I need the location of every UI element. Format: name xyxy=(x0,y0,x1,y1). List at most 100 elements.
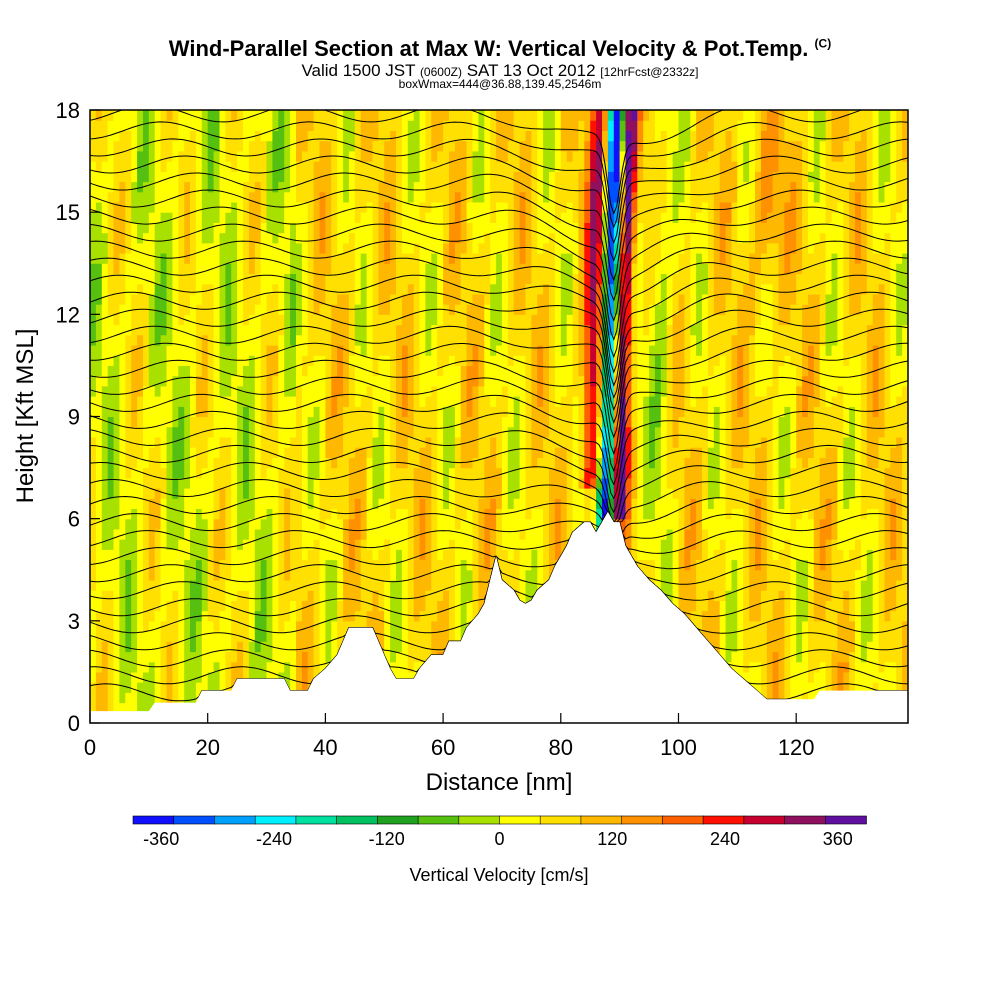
velocity-cell xyxy=(190,559,197,571)
velocity-cell xyxy=(148,385,156,397)
velocity-cell xyxy=(154,375,162,387)
velocity-cell xyxy=(472,345,479,356)
velocity-cell xyxy=(419,396,427,407)
velocity-cell xyxy=(278,426,285,438)
velocity-cell xyxy=(307,171,315,183)
velocity-cell xyxy=(566,161,574,172)
velocity-cell xyxy=(337,539,344,550)
velocity-cell xyxy=(131,702,138,714)
velocity-cell xyxy=(343,528,350,540)
velocity-cell xyxy=(472,406,479,418)
velocity-cell xyxy=(301,232,309,244)
velocity-cell xyxy=(384,375,391,387)
velocity-cell xyxy=(337,580,344,591)
velocity-cell xyxy=(190,498,197,509)
velocity-cell xyxy=(454,580,462,591)
velocity-cell xyxy=(148,365,156,377)
velocity-cell xyxy=(372,426,379,438)
velocity-cell xyxy=(307,436,315,448)
velocity-cell xyxy=(325,549,332,561)
velocity-cell xyxy=(166,334,173,346)
velocity-cell xyxy=(354,140,362,152)
velocity-cell xyxy=(537,477,544,489)
velocity-cell xyxy=(195,140,203,152)
velocity-cell xyxy=(372,263,379,274)
velocity-cell xyxy=(248,600,256,612)
velocity-cell xyxy=(419,304,427,315)
velocity-cell xyxy=(543,569,550,581)
velocity-cell xyxy=(372,539,379,550)
velocity-cell xyxy=(425,191,432,203)
velocity-cell xyxy=(501,416,509,428)
velocity-cell xyxy=(278,610,285,622)
velocity-cell xyxy=(248,539,256,550)
velocity-cell xyxy=(472,314,479,326)
velocity-cell xyxy=(278,651,285,663)
velocity-cell xyxy=(290,110,297,121)
velocity-cell xyxy=(507,518,515,530)
velocity-cell xyxy=(237,549,244,561)
velocity-cell xyxy=(449,620,456,632)
velocity-cell xyxy=(201,549,209,561)
velocity-cell xyxy=(207,324,215,336)
velocity-cell xyxy=(254,222,262,234)
velocity-cell xyxy=(437,232,444,244)
velocity-cell xyxy=(413,385,421,397)
velocity-cell xyxy=(207,539,215,550)
velocity-cell xyxy=(443,212,450,223)
velocity-cell xyxy=(307,324,315,336)
velocity-cell xyxy=(443,161,450,172)
velocity-cell xyxy=(507,191,515,203)
velocity-cell xyxy=(231,161,238,172)
velocity-cell xyxy=(325,620,332,632)
velocity-cell xyxy=(531,467,538,479)
velocity-cell xyxy=(354,488,362,499)
velocity-cell xyxy=(184,508,191,520)
velocity-cell xyxy=(160,396,168,407)
velocity-cell xyxy=(531,314,538,326)
velocity-cell xyxy=(313,661,321,673)
velocity-cell xyxy=(166,130,173,142)
velocity-cell xyxy=(519,201,527,213)
velocity-cell xyxy=(313,304,321,315)
velocity-cell xyxy=(296,559,303,571)
velocity-cell xyxy=(560,314,568,326)
velocity-cell xyxy=(119,702,126,714)
velocity-cell xyxy=(378,375,385,387)
velocity-cell xyxy=(213,661,221,673)
velocity-cell xyxy=(419,355,427,366)
velocity-cell xyxy=(490,120,497,131)
velocity-cell xyxy=(190,436,197,448)
velocity-cell xyxy=(390,130,397,142)
velocity-cell xyxy=(366,385,374,397)
velocity-cell xyxy=(90,528,97,540)
velocity-cell xyxy=(266,334,273,346)
velocity-cell xyxy=(107,620,115,632)
velocity-cell xyxy=(431,467,438,479)
velocity-cell xyxy=(284,273,291,285)
velocity-cell xyxy=(443,508,450,520)
velocity-cell xyxy=(266,426,273,438)
velocity-cell xyxy=(554,242,562,254)
velocity-cell xyxy=(331,467,338,479)
velocity-cell xyxy=(319,314,326,326)
velocity-cell xyxy=(296,385,303,397)
velocity-cell xyxy=(366,345,374,356)
velocity-cell xyxy=(119,283,126,295)
velocity-cell xyxy=(154,120,162,131)
velocity-cell xyxy=(190,590,197,601)
velocity-cell xyxy=(284,559,291,571)
velocity-cell xyxy=(554,140,562,152)
velocity-cell xyxy=(190,222,197,234)
velocity-cell xyxy=(443,345,450,356)
velocity-cell xyxy=(154,222,162,234)
velocity-cell xyxy=(319,508,326,520)
velocity-cell xyxy=(131,273,138,285)
velocity-cell xyxy=(131,590,138,601)
velocity-cell xyxy=(466,232,474,244)
velocity-cell xyxy=(343,222,350,234)
velocity-cell xyxy=(413,651,421,663)
velocity-cell xyxy=(213,457,221,469)
velocity-cell xyxy=(190,610,197,622)
velocity-cell xyxy=(219,191,226,203)
